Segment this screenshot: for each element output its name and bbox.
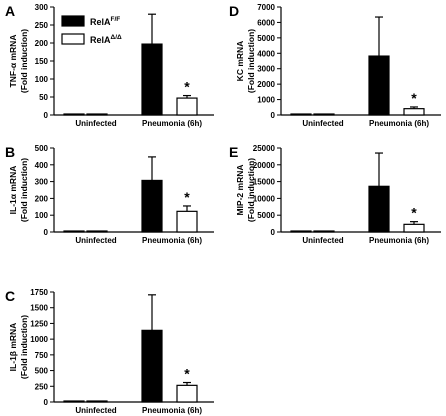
y-tick-label: 150 <box>35 57 49 66</box>
bar-rela-dd <box>86 113 108 116</box>
bar-rela-dd <box>403 108 425 116</box>
y-axis-label: IL-1β mRNA <box>8 323 18 372</box>
y-tick-label: 0 <box>44 228 49 237</box>
x-tick-label: Uninfected <box>75 119 116 128</box>
y-tick-label: 750 <box>35 351 49 360</box>
significance-marker: * <box>184 79 190 95</box>
panel-letter: A <box>5 3 15 19</box>
y-tick-label: 3000 <box>257 65 275 74</box>
bar-rela-ff <box>141 329 163 403</box>
legend-label: RelAF/F <box>90 16 120 27</box>
bar-rela-ff <box>368 185 390 233</box>
y-axis-label: MIP-2 mRNA <box>235 164 245 215</box>
bar-rela-ff <box>63 230 85 233</box>
y-axis-label: TNF-α mRNA <box>8 35 18 88</box>
significance-marker: * <box>184 366 190 382</box>
bar-rela-ff <box>141 43 163 116</box>
y-tick-label: 5000 <box>257 34 275 43</box>
y-axis-label: IL-1α mRNA <box>8 166 18 215</box>
bar-rela-ff <box>63 400 85 403</box>
y-tick-label: 300 <box>35 178 49 187</box>
y-tick-label: 250 <box>35 21 49 30</box>
y-tick-label: 15000 <box>253 178 276 187</box>
y-tick-label: 1000 <box>257 96 275 105</box>
y-tick-label: 1750 <box>30 288 48 297</box>
y-tick-label: 300 <box>35 3 49 12</box>
y-tick-label: 500 <box>35 367 49 376</box>
y-tick-label: 0 <box>44 111 49 120</box>
y-tick-label: 10000 <box>253 194 276 203</box>
x-tick-label: Pneumonia (6h) <box>369 236 429 245</box>
x-tick-label: Uninfected <box>75 406 116 415</box>
panel-letter: B <box>5 144 15 160</box>
x-tick-label: Uninfected <box>302 119 343 128</box>
panel-e: E MIP-2 mRNA (Fold induction) 0 5000 10000 150… <box>229 144 441 245</box>
significance-marker: * <box>411 90 417 106</box>
y-tick-label: 1250 <box>30 319 48 328</box>
y-tick-label: 1500 <box>30 304 48 313</box>
x-tick-label: Pneumonia (6h) <box>142 236 202 245</box>
panel-c: C IL-1β mRNA (Fold induction) 0 250 500 750 100… <box>5 288 214 415</box>
legend: RelAF/F RelAΔ/Δ <box>61 15 122 45</box>
y-tick-label: 50 <box>39 93 48 102</box>
y-tick-label: 400 <box>35 161 49 170</box>
bar-rela-dd <box>176 97 198 116</box>
legend-swatch <box>61 33 85 45</box>
bar-rela-dd <box>313 113 335 116</box>
bar-rela-ff <box>368 55 390 116</box>
bar-rela-dd <box>86 400 108 403</box>
x-tick-label: Uninfected <box>302 236 343 245</box>
y-tick-label: 5000 <box>257 211 275 220</box>
x-tick-label: Uninfected <box>75 236 116 245</box>
y-tick-label: 250 <box>35 382 49 391</box>
bar-rela-ff <box>290 230 312 233</box>
panel-letter: C <box>5 288 15 304</box>
panel-d: D KC mRNA (Fold induction) 0 1000 2000 3000 400… <box>229 3 441 128</box>
y-tick-label: 0 <box>44 398 49 407</box>
bar-rela-dd <box>176 384 198 403</box>
bar-rela-dd <box>176 210 198 233</box>
y-tick-label: 6000 <box>257 18 275 27</box>
panel-b: B IL-1α mRNA (Fold induction) 0 100 200 300 400… <box>5 144 214 245</box>
y-tick-label: 500 <box>35 144 49 153</box>
legend-label: RelAΔ/Δ <box>90 34 122 45</box>
bar-rela-ff <box>290 113 312 116</box>
y-tick-label: 0 <box>271 111 276 120</box>
y-axis-label: (Fold induction) <box>19 315 29 379</box>
y-tick-label: 25000 <box>253 144 276 153</box>
x-tick-label: Pneumonia (6h) <box>142 406 202 415</box>
bar-rela-dd <box>86 230 108 233</box>
bar-rela-ff <box>63 113 85 116</box>
bar-rela-dd <box>403 223 425 233</box>
y-tick-label: 200 <box>35 39 49 48</box>
panel-a: A TNF-α mRNA (Fold induction) 0 50 100 150 200 2… <box>5 3 214 128</box>
bar-rela-ff <box>141 179 163 233</box>
y-axis-label: KC mRNA <box>235 41 245 82</box>
y-tick-label: 4000 <box>257 49 275 58</box>
x-tick-label: Pneumonia (6h) <box>369 119 429 128</box>
y-tick-label: 2000 <box>257 80 275 89</box>
y-tick-label: 100 <box>35 75 49 84</box>
y-tick-label: 7000 <box>257 3 275 12</box>
y-axis-label: (Fold induction) <box>19 29 29 93</box>
y-axis-label: (Fold induction) <box>19 158 29 222</box>
y-tick-label: 100 <box>35 211 49 220</box>
bar-rela-dd <box>313 230 335 233</box>
significance-marker: * <box>184 189 190 205</box>
legend-swatch <box>61 15 85 27</box>
significance-marker: * <box>411 205 417 221</box>
y-tick-label: 20000 <box>253 161 276 170</box>
panel-letter: D <box>229 3 239 19</box>
y-axis-label: (Fold induction) <box>246 29 256 93</box>
x-tick-label: Pneumonia (6h) <box>142 119 202 128</box>
panel-letter: E <box>229 144 238 160</box>
y-tick-label: 0 <box>271 228 276 237</box>
y-tick-label: 1000 <box>30 335 48 344</box>
y-axis-label: (Fold induction) <box>246 158 256 222</box>
y-tick-label: 200 <box>35 194 49 203</box>
